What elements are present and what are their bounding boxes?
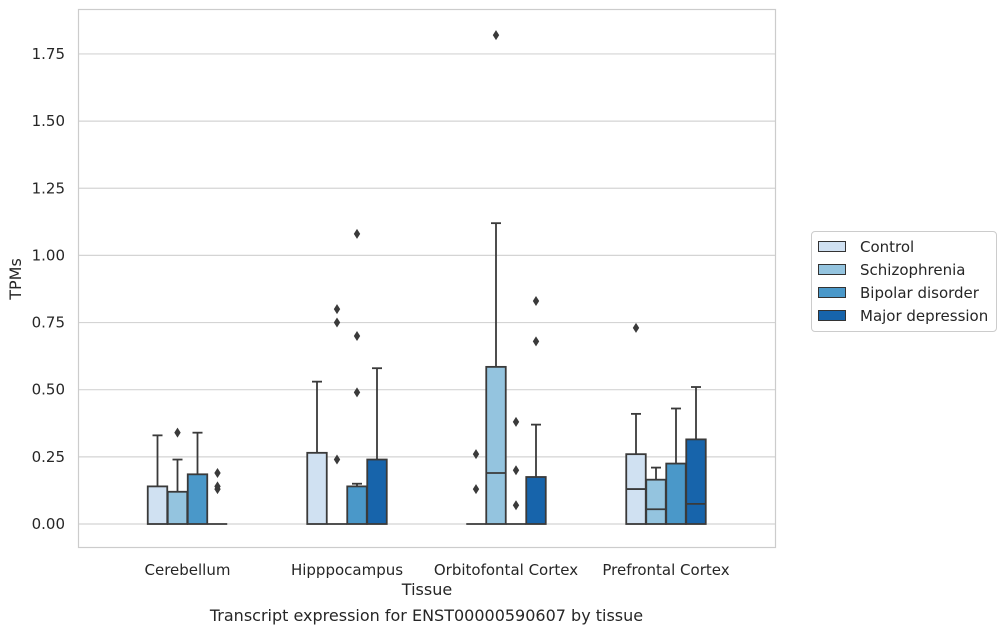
outlier-point	[214, 467, 221, 478]
outlier-point	[472, 449, 480, 460]
box	[166, 490, 189, 525]
x-tick-label: Prefrontal Cortex	[602, 561, 729, 579]
y-tick-label: 0.00	[32, 515, 65, 533]
y-tick-label: 1.25	[32, 179, 65, 197]
box	[685, 438, 707, 525]
legend-swatch	[818, 287, 846, 298]
outlier-point	[512, 500, 520, 511]
y-tick-label: 1.75	[32, 45, 65, 63]
outlier-point	[353, 330, 361, 341]
box	[346, 485, 368, 525]
x-tick-label: Cerebellum	[145, 561, 231, 579]
box	[665, 462, 687, 525]
outlier-point	[353, 228, 361, 239]
plot-area	[78, 9, 776, 548]
outlier-point	[333, 304, 341, 315]
y-axis-label: TPMs	[6, 258, 25, 301]
legend-label: Schizophrenia	[860, 260, 966, 279]
x-axis-label: Tissue	[401, 580, 452, 599]
box	[485, 365, 507, 525]
outlier-point	[512, 416, 520, 427]
box	[645, 478, 667, 525]
y-tick-label: 1.50	[32, 112, 65, 130]
legend-item: Schizophrenia	[812, 258, 996, 281]
y-tick-label: 0.25	[32, 448, 65, 466]
box	[146, 485, 169, 525]
outlier-point	[512, 465, 520, 476]
legend-item: Control	[812, 235, 996, 258]
outlier-point	[532, 336, 540, 347]
legend-item: Bipolar disorder	[812, 281, 996, 304]
x-tick-label: Orbitofontal Cortex	[434, 561, 578, 579]
legend-label: Control	[860, 237, 915, 256]
box	[186, 473, 209, 525]
legend-label: Major depression	[860, 306, 989, 325]
y-tick-label: 0.75	[32, 314, 65, 332]
legend-item: Major depression	[812, 304, 996, 327]
outlier-point	[333, 454, 341, 465]
outlier-point	[492, 30, 500, 41]
legend: Control Schizophrenia Bipolar disorder Majo…	[811, 231, 997, 332]
y-tick-label: 0.50	[32, 381, 65, 399]
chart-caption: Transcript expression for ENST0000059060…	[209, 606, 644, 625]
x-tick-label: Hipppocampus	[291, 561, 403, 579]
legend-swatch	[818, 310, 846, 321]
outlier-point	[632, 322, 640, 333]
outlier-point	[214, 481, 221, 492]
legend-label: Bipolar disorder	[860, 283, 979, 302]
y-tick-label: 1.00	[32, 246, 65, 264]
x-tick-labels: Cerebellum Hipppocampus Orbitofontal Corte…	[145, 561, 730, 579]
box	[306, 451, 328, 525]
outlier-point	[532, 296, 540, 307]
outlier-point	[333, 317, 341, 328]
box	[525, 476, 547, 525]
plot-frame	[77, 8, 777, 549]
y-tick-labels: 0.00 0.25 0.50 0.75 1.00 1.25 1.50 1.75	[32, 45, 65, 533]
outlier-point	[174, 427, 181, 438]
box-marks	[146, 30, 707, 525]
legend-swatch	[818, 264, 846, 275]
box	[366, 458, 388, 525]
legend-swatch	[818, 241, 846, 252]
outlier-point	[353, 387, 361, 398]
outlier-point	[472, 484, 480, 495]
